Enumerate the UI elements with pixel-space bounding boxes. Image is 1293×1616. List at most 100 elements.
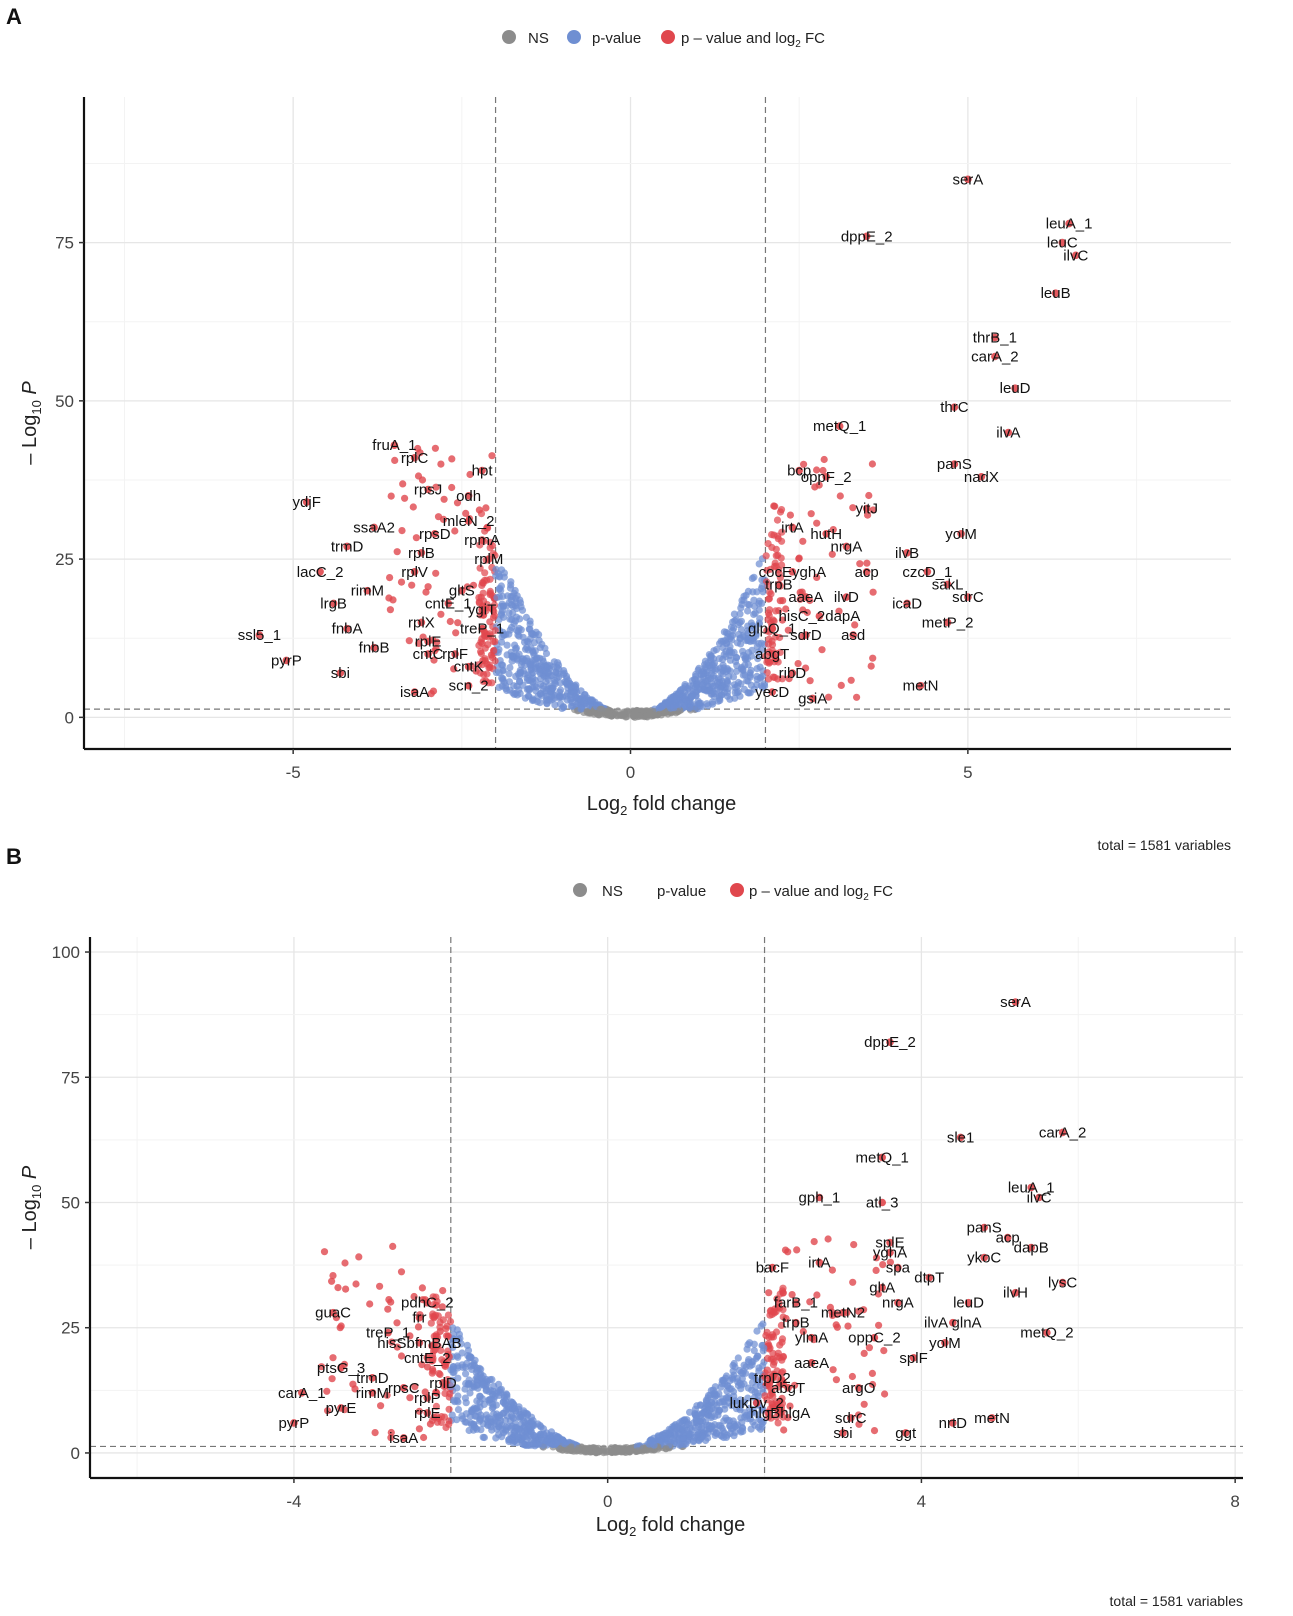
point-significant bbox=[854, 1411, 863, 1419]
gene-label: sbi bbox=[833, 1425, 852, 1442]
point-pvalue bbox=[459, 1363, 467, 1371]
point-pvalue bbox=[699, 670, 707, 678]
point-significant bbox=[427, 690, 435, 698]
point-significant bbox=[803, 608, 811, 617]
point-labeled bbox=[980, 1223, 988, 1232]
point-significant bbox=[446, 617, 454, 626]
gene-label: nrgA bbox=[882, 1295, 914, 1312]
point-pvalue bbox=[508, 601, 516, 609]
point-significant bbox=[436, 1327, 444, 1335]
point-significant bbox=[477, 648, 485, 656]
point-pvalue bbox=[715, 1408, 723, 1416]
gene-label: hpt bbox=[472, 463, 494, 480]
point-pvalue bbox=[718, 691, 726, 699]
point-pvalue bbox=[753, 1352, 761, 1361]
points bbox=[255, 175, 1080, 721]
point-pvalue bbox=[448, 1411, 456, 1419]
gene-label: gph_1 bbox=[799, 1190, 841, 1207]
point-pvalue bbox=[512, 689, 520, 698]
point-pvalue bbox=[521, 1433, 529, 1441]
point-significant bbox=[490, 601, 498, 609]
point-labeled bbox=[950, 403, 959, 412]
point-labeled bbox=[909, 1354, 918, 1362]
point-labeled bbox=[964, 175, 972, 184]
point-pvalue bbox=[449, 1376, 457, 1384]
point-significant bbox=[837, 681, 845, 690]
point-significant bbox=[475, 506, 483, 514]
point-significant bbox=[452, 629, 460, 637]
gene-label: fnbB bbox=[359, 640, 390, 657]
point-pvalue bbox=[759, 684, 767, 692]
point-pvalue bbox=[482, 1411, 491, 1419]
point-significant bbox=[765, 611, 773, 619]
point-pvalue bbox=[500, 573, 508, 581]
point-pvalue bbox=[523, 654, 531, 662]
point-pvalue bbox=[453, 1384, 461, 1392]
point-pvalue bbox=[755, 640, 763, 648]
point-significant bbox=[794, 660, 802, 668]
point-labeled bbox=[795, 466, 803, 475]
point-pvalue bbox=[546, 1431, 554, 1439]
point-significant bbox=[768, 543, 776, 552]
point-pvalue bbox=[462, 1370, 470, 1378]
point-significant bbox=[435, 1369, 443, 1378]
point-pvalue bbox=[540, 1430, 548, 1438]
legend-label-both: p – value and log2 FC bbox=[681, 30, 825, 50]
point-significant bbox=[486, 538, 494, 547]
point-pvalue bbox=[676, 1440, 684, 1448]
point-labeled bbox=[807, 1359, 816, 1367]
point-significant bbox=[481, 569, 489, 577]
point-significant bbox=[870, 1427, 879, 1435]
point-ns bbox=[650, 711, 658, 719]
point-significant bbox=[491, 627, 499, 635]
gene-label: pyrE bbox=[326, 1400, 357, 1417]
gene-label: czcD_1 bbox=[902, 564, 952, 581]
gene-label: irtA bbox=[781, 519, 804, 536]
point-significant bbox=[779, 1353, 787, 1361]
point-labeled bbox=[916, 681, 925, 690]
point-labeled bbox=[1035, 1193, 1043, 1202]
y-axis-title: – Log10 P bbox=[19, 381, 44, 465]
point-significant bbox=[829, 526, 837, 534]
point-significant bbox=[430, 1347, 438, 1355]
point-significant bbox=[397, 1352, 406, 1360]
point-significant bbox=[448, 455, 456, 463]
point-significant bbox=[469, 581, 478, 589]
point-significant bbox=[393, 1343, 401, 1351]
point-significant bbox=[779, 1306, 787, 1314]
point-significant bbox=[439, 515, 448, 524]
point-pvalue bbox=[715, 1421, 723, 1429]
point-significant bbox=[436, 1318, 444, 1326]
point-significant bbox=[874, 1290, 883, 1298]
point-labeled bbox=[478, 536, 486, 544]
point-pvalue bbox=[745, 634, 754, 642]
point-labeled bbox=[343, 624, 351, 633]
point-significant bbox=[386, 606, 394, 614]
point-significant bbox=[408, 581, 416, 589]
point-significant bbox=[489, 637, 497, 646]
point-pvalue bbox=[689, 1438, 698, 1446]
gene-label: trpD2 bbox=[754, 1370, 791, 1387]
point-pvalue bbox=[466, 1389, 474, 1397]
gene-label: rimM bbox=[351, 583, 384, 600]
point-significant bbox=[879, 1261, 887, 1269]
point-labeled bbox=[424, 650, 432, 658]
legend-label-ns: NS bbox=[602, 883, 623, 900]
y-tick-label: 25 bbox=[55, 550, 74, 569]
x-axis-title: Log2 fold change bbox=[587, 793, 737, 818]
point-significant bbox=[765, 1289, 773, 1297]
point-labeled bbox=[302, 498, 311, 506]
point-pvalue bbox=[754, 1411, 762, 1419]
point-pvalue bbox=[502, 1427, 510, 1435]
point-significant bbox=[762, 552, 770, 560]
point-significant bbox=[764, 640, 773, 648]
point-significant bbox=[337, 1322, 345, 1330]
point-pvalue bbox=[736, 634, 744, 642]
point-significant bbox=[415, 639, 423, 648]
point-pvalue bbox=[544, 669, 552, 677]
point-significant bbox=[448, 483, 456, 492]
point-significant bbox=[317, 1363, 326, 1371]
point-significant bbox=[398, 527, 406, 535]
gene-label: hisC_2dapA bbox=[779, 608, 861, 625]
